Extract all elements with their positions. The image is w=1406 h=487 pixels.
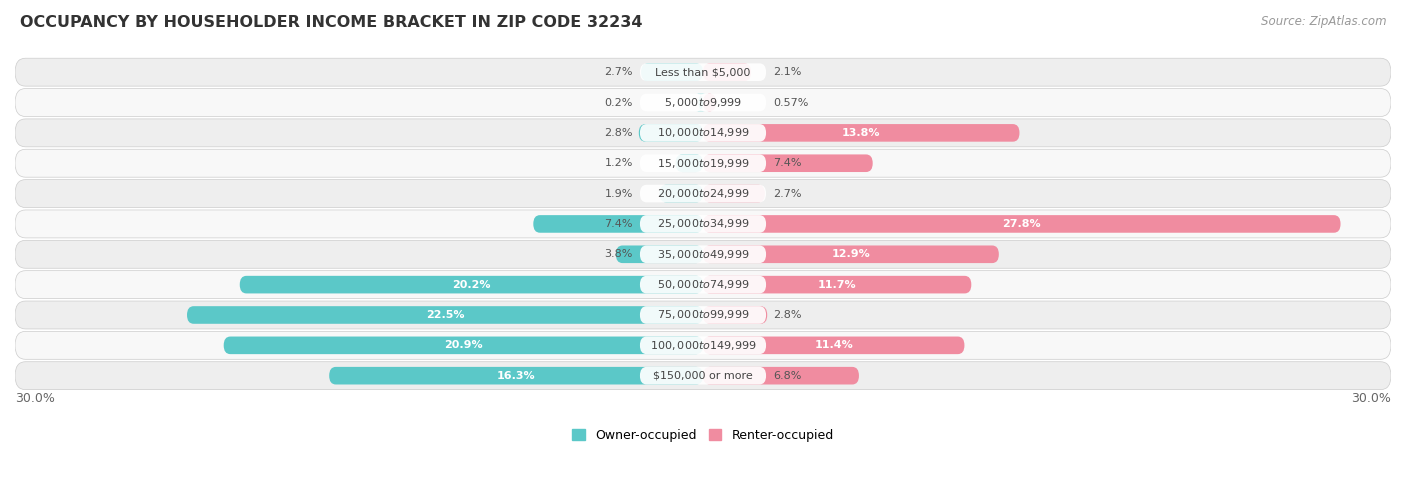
FancyBboxPatch shape (187, 306, 703, 324)
FancyBboxPatch shape (703, 245, 998, 263)
FancyBboxPatch shape (15, 119, 1391, 147)
Text: 27.8%: 27.8% (1002, 219, 1040, 229)
Text: 6.8%: 6.8% (773, 371, 801, 381)
Text: 0.2%: 0.2% (605, 97, 633, 108)
Text: 11.4%: 11.4% (814, 340, 853, 350)
FancyBboxPatch shape (703, 367, 859, 385)
FancyBboxPatch shape (224, 337, 703, 354)
FancyBboxPatch shape (15, 301, 1391, 329)
Text: Source: ZipAtlas.com: Source: ZipAtlas.com (1261, 15, 1386, 28)
FancyBboxPatch shape (659, 185, 703, 203)
Text: $35,000 to $49,999: $35,000 to $49,999 (657, 248, 749, 261)
FancyBboxPatch shape (675, 154, 703, 172)
Text: 20.2%: 20.2% (453, 280, 491, 290)
Text: 7.4%: 7.4% (605, 219, 633, 229)
Text: 30.0%: 30.0% (1351, 393, 1391, 405)
FancyBboxPatch shape (640, 215, 766, 233)
FancyBboxPatch shape (15, 180, 1391, 207)
FancyBboxPatch shape (640, 245, 766, 263)
FancyBboxPatch shape (640, 63, 766, 81)
Text: 16.3%: 16.3% (496, 371, 536, 381)
Text: 2.8%: 2.8% (605, 128, 633, 138)
Text: 3.8%: 3.8% (605, 249, 633, 259)
FancyBboxPatch shape (15, 362, 1391, 390)
FancyBboxPatch shape (703, 63, 751, 81)
Text: 2.8%: 2.8% (773, 310, 801, 320)
Text: Less than $5,000: Less than $5,000 (655, 67, 751, 77)
Text: $5,000 to $9,999: $5,000 to $9,999 (664, 96, 742, 109)
Text: $25,000 to $34,999: $25,000 to $34,999 (657, 217, 749, 230)
Text: $75,000 to $99,999: $75,000 to $99,999 (657, 308, 749, 321)
FancyBboxPatch shape (641, 63, 703, 81)
FancyBboxPatch shape (703, 124, 1019, 142)
FancyBboxPatch shape (640, 337, 766, 354)
FancyBboxPatch shape (703, 337, 965, 354)
FancyBboxPatch shape (15, 149, 1391, 177)
Text: 12.9%: 12.9% (831, 249, 870, 259)
FancyBboxPatch shape (703, 154, 873, 172)
FancyBboxPatch shape (703, 276, 972, 294)
FancyBboxPatch shape (640, 124, 766, 142)
FancyBboxPatch shape (703, 306, 768, 324)
Text: $150,000 or more: $150,000 or more (654, 371, 752, 381)
Text: 7.4%: 7.4% (773, 158, 801, 168)
Text: $50,000 to $74,999: $50,000 to $74,999 (657, 278, 749, 291)
Text: OCCUPANCY BY HOUSEHOLDER INCOME BRACKET IN ZIP CODE 32234: OCCUPANCY BY HOUSEHOLDER INCOME BRACKET … (20, 15, 643, 30)
FancyBboxPatch shape (703, 185, 765, 203)
FancyBboxPatch shape (329, 367, 703, 385)
Legend: Owner-occupied, Renter-occupied: Owner-occupied, Renter-occupied (572, 429, 834, 442)
FancyBboxPatch shape (640, 154, 766, 172)
FancyBboxPatch shape (15, 89, 1391, 116)
Text: 30.0%: 30.0% (15, 393, 55, 405)
FancyBboxPatch shape (240, 276, 703, 294)
FancyBboxPatch shape (640, 276, 766, 294)
FancyBboxPatch shape (696, 94, 704, 112)
FancyBboxPatch shape (703, 94, 716, 112)
Text: 1.2%: 1.2% (605, 158, 633, 168)
FancyBboxPatch shape (640, 367, 766, 385)
Text: 2.1%: 2.1% (773, 67, 801, 77)
Text: 22.5%: 22.5% (426, 310, 464, 320)
FancyBboxPatch shape (15, 271, 1391, 299)
FancyBboxPatch shape (15, 210, 1391, 238)
FancyBboxPatch shape (703, 215, 1340, 233)
Text: 11.7%: 11.7% (818, 280, 856, 290)
Text: $100,000 to $149,999: $100,000 to $149,999 (650, 339, 756, 352)
FancyBboxPatch shape (533, 215, 703, 233)
FancyBboxPatch shape (616, 245, 703, 263)
Text: 2.7%: 2.7% (605, 67, 633, 77)
Text: 1.9%: 1.9% (605, 188, 633, 199)
FancyBboxPatch shape (15, 240, 1391, 268)
FancyBboxPatch shape (15, 331, 1391, 359)
Text: $15,000 to $19,999: $15,000 to $19,999 (657, 157, 749, 170)
FancyBboxPatch shape (640, 185, 766, 203)
FancyBboxPatch shape (15, 58, 1391, 86)
FancyBboxPatch shape (640, 306, 766, 324)
Text: 0.57%: 0.57% (773, 97, 808, 108)
Text: $10,000 to $14,999: $10,000 to $14,999 (657, 126, 749, 139)
Text: 2.7%: 2.7% (773, 188, 801, 199)
Text: 20.9%: 20.9% (444, 340, 482, 350)
Text: $20,000 to $24,999: $20,000 to $24,999 (657, 187, 749, 200)
FancyBboxPatch shape (640, 94, 766, 112)
Text: 13.8%: 13.8% (842, 128, 880, 138)
FancyBboxPatch shape (638, 124, 703, 142)
